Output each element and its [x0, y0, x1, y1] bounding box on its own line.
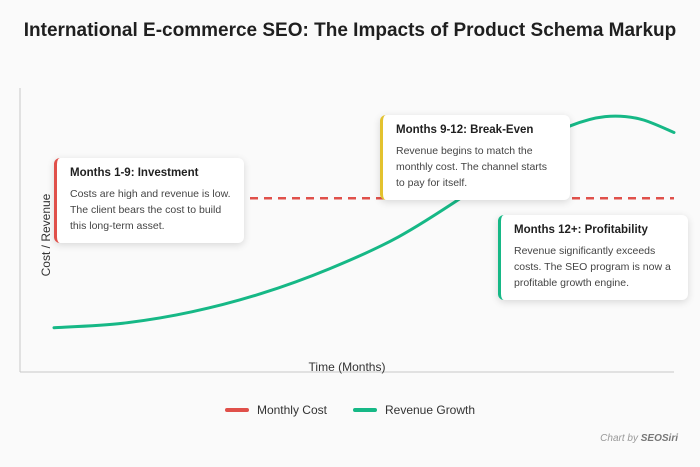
legend-label-monthly-cost: Monthly Cost [256, 403, 327, 417]
chart-credit: Chart by SEOSiri [600, 433, 678, 444]
annotation-break-even-text: Revenue begins to match the monthly cost… [396, 145, 547, 189]
annotation-break-even: Months 9-12: Break-Even Revenue begins t… [380, 115, 570, 200]
annotation-investment-heading: Months 1-9: Investment [70, 167, 199, 179]
legend-item-revenue-growth[interactable]: Revenue Growth [352, 403, 476, 417]
annotation-profitability-heading: Months 12+: Profitability [514, 224, 648, 236]
credit-prefix: Chart by [600, 433, 638, 444]
credit-brand: SEOSiri [640, 433, 678, 444]
chart-legend: Monthly Cost Revenue Growth [0, 403, 700, 417]
legend-swatch-revenue-growth [352, 408, 377, 412]
annotation-investment: Months 1-9: Investment Costs are high an… [54, 158, 244, 243]
legend-swatch-monthly-cost [224, 408, 249, 412]
annotation-profitability: Months 12+: Profitability Revenue signif… [498, 215, 688, 300]
series-line-revenue-growth [52, 114, 676, 330]
legend-label-revenue-growth: Revenue Growth [384, 403, 476, 417]
legend-item-monthly-cost[interactable]: Monthly Cost [224, 403, 327, 417]
x-axis-label: Time (Months) [308, 360, 386, 374]
chart-title: International E-commerce SEO: The Impact… [23, 20, 677, 41]
annotation-investment-text: Costs are high and revenue is low. The c… [70, 188, 231, 232]
y-axis-label: Cost / Revenue [39, 193, 53, 277]
annotation-break-even-heading: Months 9-12: Break-Even [396, 124, 534, 136]
annotation-profitability-text: Revenue significantly exceeds costs. The… [514, 245, 671, 289]
